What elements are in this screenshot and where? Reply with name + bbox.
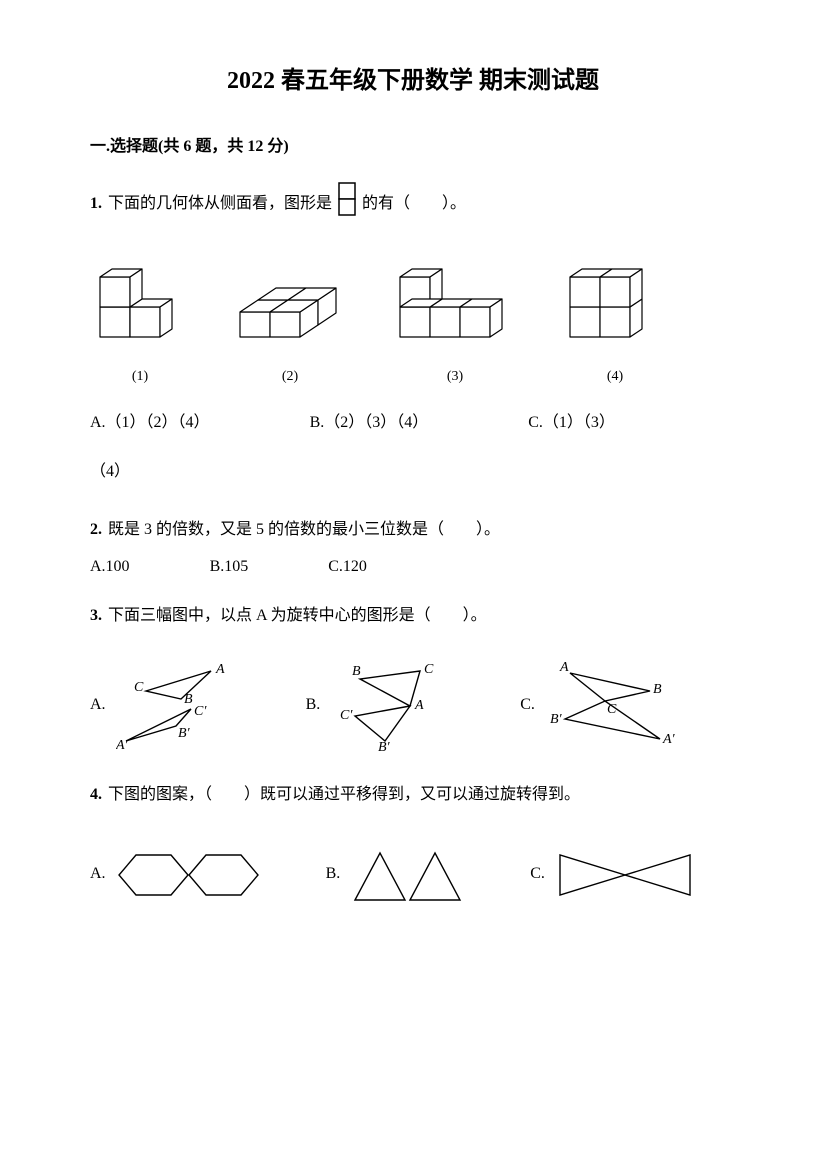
q1-fig-3: (3) bbox=[390, 257, 520, 389]
q1-option-a: A.（1）（2）（4） bbox=[90, 409, 210, 438]
q2-option-b: B.105 bbox=[210, 553, 249, 582]
section-1-heading: 一.选择题(共 6 题，共 12 分) bbox=[90, 133, 736, 162]
svg-text:B′: B′ bbox=[550, 712, 563, 727]
svg-text:B′: B′ bbox=[178, 726, 191, 741]
svg-text:C: C bbox=[134, 680, 144, 695]
svg-text:A: A bbox=[559, 661, 569, 675]
q4-opt-b-label: B. bbox=[326, 860, 341, 889]
q3-opt-b-label: B. bbox=[306, 691, 321, 720]
q2-option-c: C.120 bbox=[328, 553, 367, 582]
q1-text-pre: 下面的几何体从侧面看，图形是 bbox=[108, 190, 332, 219]
q4-diagram-a: A. bbox=[90, 840, 266, 910]
q1-number: 1. bbox=[90, 190, 102, 219]
q1-fig-1: (1) bbox=[90, 257, 190, 389]
q2-text: 2. 既是 3 的倍数，又是 5 的倍数的最小三位数是（ ）。 bbox=[90, 516, 736, 545]
q3-diagram-b: B. B C A C′ B′ bbox=[306, 661, 461, 751]
svg-text:C′: C′ bbox=[194, 704, 207, 719]
q3-opt-c-label: C. bbox=[520, 691, 535, 720]
q3-diagram-a: A. A C B C′ B′ A′ bbox=[90, 661, 246, 751]
svg-text:A′: A′ bbox=[116, 738, 129, 751]
question-2: 2. 既是 3 的倍数，又是 5 的倍数的最小三位数是（ ）。 A.100 B.… bbox=[90, 516, 736, 582]
q1-fig-4: (4) bbox=[560, 257, 670, 389]
page-title: 2022 春五年级下册数学 期末测试题 bbox=[90, 60, 736, 103]
q1-text: 1. 下面的几何体从侧面看，图形是 的有（ ）。 bbox=[90, 182, 736, 227]
svg-text:B′: B′ bbox=[378, 740, 391, 751]
q4-diagram-b: B. bbox=[326, 845, 471, 905]
svg-text:A′: A′ bbox=[662, 732, 675, 747]
q4-diagram-c: C. bbox=[530, 850, 695, 900]
q1-fig3-label: (3) bbox=[390, 364, 520, 389]
stacked-rect-icon bbox=[338, 182, 356, 227]
question-3: 3. 下面三幅图中，以点 A 为旋转中心的图形是（ ）。 A. A C B C′… bbox=[90, 602, 736, 751]
svg-text:C: C bbox=[424, 662, 434, 677]
q1-text-post: 的有（ ）。 bbox=[362, 190, 466, 219]
svg-text:A: A bbox=[414, 698, 424, 713]
q2-option-a: A.100 bbox=[90, 553, 130, 582]
q1-fig-2: (2) bbox=[230, 277, 350, 389]
q3-text: 3. 下面三幅图中，以点 A 为旋转中心的图形是（ ）。 bbox=[90, 602, 736, 631]
q1-option-b: B.（2）（3）（4） bbox=[310, 409, 429, 438]
q1-options: A.（1）（2）（4） B.（2）（3）（4） C.（1）（3） bbox=[90, 409, 736, 438]
q3-opt-a-label: A. bbox=[90, 691, 106, 720]
q4-diagrams: A. B. C. bbox=[90, 840, 736, 910]
q2-body: 既是 3 的倍数，又是 5 的倍数的最小三位数是（ ）。 bbox=[108, 521, 500, 538]
q1-fig1-label: (1) bbox=[90, 364, 190, 389]
svg-text:A: A bbox=[215, 662, 225, 677]
q3-body: 下面三幅图中，以点 A 为旋转中心的图形是（ ）。 bbox=[108, 607, 487, 624]
q4-opt-a-label: A. bbox=[90, 860, 106, 889]
q1-option-c-cont: （4） bbox=[90, 458, 736, 487]
q2-number: 2. bbox=[90, 521, 102, 538]
q2-options: A.100 B.105 C.120 bbox=[90, 553, 736, 582]
q1-fig4-label: (4) bbox=[560, 364, 670, 389]
q4-opt-c-label: C. bbox=[530, 860, 545, 889]
q3-diagrams: A. A C B C′ B′ A′ B. bbox=[90, 661, 736, 751]
svg-text:C: C bbox=[607, 702, 617, 717]
q3-number: 3. bbox=[90, 607, 102, 624]
q1-figures: (1) (2) bbox=[90, 257, 736, 389]
svg-text:B: B bbox=[352, 664, 361, 679]
q4-number: 4. bbox=[90, 786, 102, 803]
q1-option-c: C.（1）（3） bbox=[528, 409, 615, 438]
q1-fig2-label: (2) bbox=[230, 364, 350, 389]
q4-text: 4. 下图的图案，（ ）既可以通过平移得到，又可以通过旋转得到。 bbox=[90, 781, 736, 810]
svg-text:B: B bbox=[653, 682, 662, 697]
q4-body: 下图的图案，（ ）既可以通过平移得到，又可以通过旋转得到。 bbox=[108, 786, 580, 803]
q3-diagram-c: C. A B C B′ A′ bbox=[520, 661, 675, 751]
question-4: 4. 下图的图案，（ ）既可以通过平移得到，又可以通过旋转得到。 A. B. bbox=[90, 781, 736, 910]
svg-text:B: B bbox=[184, 692, 193, 707]
question-1: 1. 下面的几何体从侧面看，图形是 的有（ ）。 bbox=[90, 182, 736, 486]
svg-text:C′: C′ bbox=[340, 708, 353, 723]
